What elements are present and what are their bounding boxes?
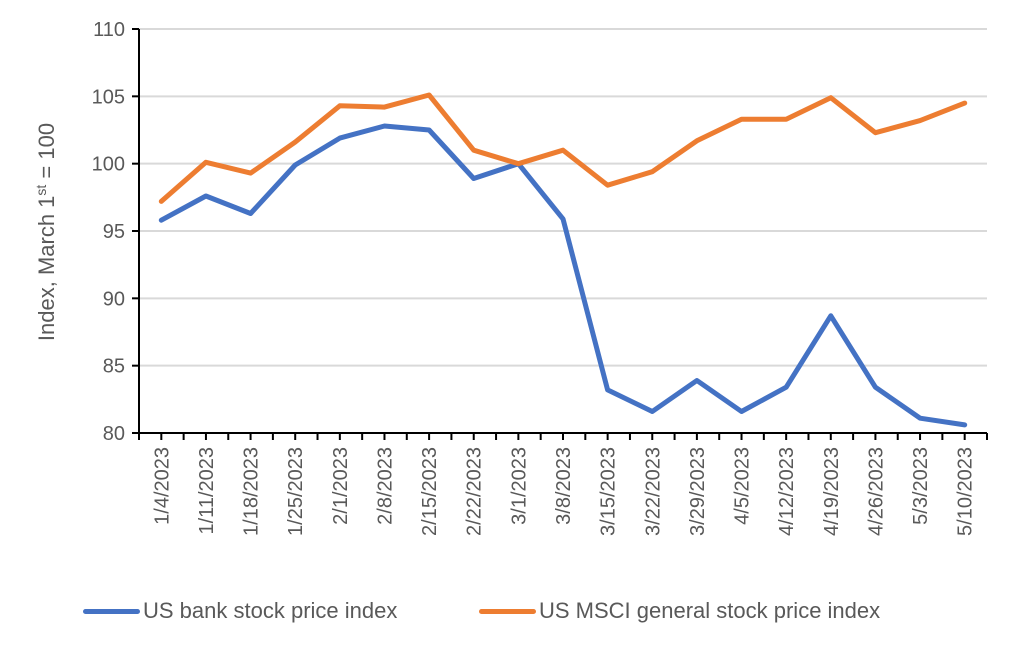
y-tick-label: 100 bbox=[92, 154, 125, 176]
x-tick-label: 3/29/2023 bbox=[687, 447, 709, 536]
x-tick-label: 2/15/2023 bbox=[419, 447, 441, 536]
x-tick-label: 5/3/2023 bbox=[910, 447, 932, 525]
x-tick-label: 2/8/2023 bbox=[374, 447, 396, 525]
x-tick-label: 5/10/2023 bbox=[955, 447, 977, 536]
x-tick-label: 2/1/2023 bbox=[330, 447, 352, 525]
x-tick-label: 1/25/2023 bbox=[285, 447, 307, 536]
y-axis-tick-labels: 80 85 90 95 100 105 110 bbox=[92, 19, 125, 445]
x-tick-label: 3/15/2023 bbox=[598, 447, 620, 536]
x-axis-tick-labels: 1/4/2023 1/11/2023 1/18/2023 1/25/2023 2/1/2… bbox=[151, 447, 976, 536]
gridlines bbox=[139, 28, 987, 367]
y-axis-title: Index, March 1st = 100 bbox=[33, 123, 59, 341]
x-tick-label: 4/26/2023 bbox=[865, 447, 887, 536]
y-tick-label: 95 bbox=[103, 221, 125, 243]
legend-swatch-msci bbox=[479, 608, 536, 614]
x-tick-label: 4/19/2023 bbox=[821, 447, 843, 536]
x-tick-label: 3/22/2023 bbox=[642, 447, 664, 536]
series-line-1 bbox=[158, 92, 968, 204]
x-tick-label: 2/22/2023 bbox=[464, 447, 486, 536]
legend-label-bank: US bank stock price index bbox=[143, 598, 398, 623]
x-axis-ticks bbox=[138, 433, 988, 440]
y-axis-title-main: Index, March 1 bbox=[34, 196, 59, 342]
legend-swatch-bank bbox=[83, 608, 140, 614]
y-tick-label: 110 bbox=[93, 19, 125, 41]
legend: US bank stock price index US MSCI genera… bbox=[0, 594, 1024, 628]
series-lines bbox=[158, 92, 968, 428]
legend-item-msci[interactable]: US MSCI general stock price index bbox=[479, 594, 880, 628]
y-axis-title-superscript: st bbox=[33, 185, 49, 196]
y-axis-title-suffix: = 100 bbox=[34, 123, 59, 185]
y-tick-label: 105 bbox=[92, 86, 125, 108]
y-axis-ticks bbox=[132, 28, 139, 434]
y-tick-label: 80 bbox=[103, 423, 125, 445]
x-tick-label: 1/18/2023 bbox=[241, 447, 263, 536]
x-tick-label: 1/4/2023 bbox=[151, 447, 173, 525]
series-line-0 bbox=[158, 123, 968, 428]
y-tick-label: 90 bbox=[103, 288, 125, 310]
x-tick-label: 1/11/2023 bbox=[196, 447, 218, 535]
x-tick-label: 4/5/2023 bbox=[732, 447, 754, 525]
legend-label-msci: US MSCI general stock price index bbox=[539, 598, 881, 623]
x-tick-label: 3/1/2023 bbox=[508, 447, 530, 525]
legend-item-bank[interactable]: US bank stock price index bbox=[83, 594, 397, 628]
x-tick-label: 4/12/2023 bbox=[776, 447, 798, 536]
x-tick-label: 3/8/2023 bbox=[553, 447, 575, 525]
y-tick-label: 85 bbox=[103, 356, 125, 378]
